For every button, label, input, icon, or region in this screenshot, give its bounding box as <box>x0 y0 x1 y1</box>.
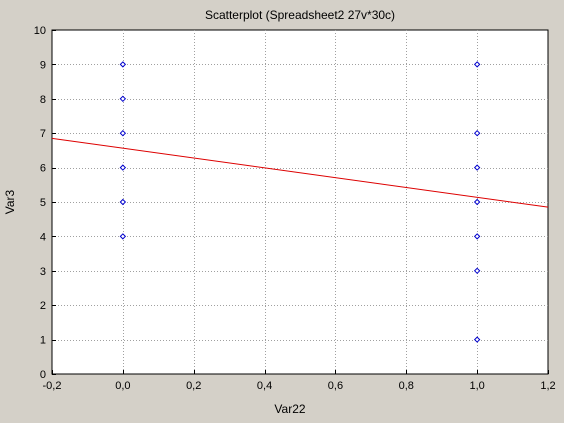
y-tick-label: 7 <box>40 128 46 140</box>
x-tick-label: -0,2 <box>43 380 62 392</box>
x-tick-label: 0,2 <box>186 380 201 392</box>
data-point <box>119 61 127 68</box>
data-point <box>473 129 481 137</box>
fit-line <box>51 137 549 208</box>
x-axis-title: Var22 <box>274 402 305 416</box>
plot-area <box>51 29 549 375</box>
y-tick-label: 9 <box>40 59 46 71</box>
y-tick-label: 10 <box>34 25 46 37</box>
data-point <box>473 198 481 206</box>
y-tick-label: 5 <box>40 197 46 209</box>
x-tick-label: 0,0 <box>115 380 130 392</box>
y-tick-label: 2 <box>40 300 46 312</box>
data-point <box>473 336 481 343</box>
data-point <box>473 164 481 171</box>
tick-layer: -0,2 0,0 0,2 0,4 0,6 0,8 1,0 1,2 0 1 2 3 4 5 6 7 8 9 10 <box>34 25 556 392</box>
y-tick-label: 8 <box>40 94 46 106</box>
y-tick-label: 0 <box>40 369 46 381</box>
data-point <box>473 61 481 68</box>
data-point <box>473 233 481 240</box>
point-layer <box>119 61 481 343</box>
x-tick-label: 1,0 <box>469 380 484 392</box>
data-point <box>473 267 481 275</box>
data-point <box>119 95 127 103</box>
data-point <box>119 129 127 137</box>
y-tick-label: 6 <box>40 163 46 175</box>
x-tick-label: 0,6 <box>328 380 343 392</box>
y-tick-label: 3 <box>40 266 46 278</box>
y-tick-label: 1 <box>40 335 46 347</box>
chart-title: Scatterplot (Spreadsheet2 27v*30c) <box>205 8 395 22</box>
data-point <box>119 198 127 206</box>
x-tick-label: 0,4 <box>257 380 272 392</box>
x-tick-label: 0,8 <box>399 380 414 392</box>
x-tick-label: 1,2 <box>540 380 555 392</box>
data-point <box>119 164 127 171</box>
fit-line-layer <box>51 137 549 208</box>
y-axis-title: Var3 <box>3 189 17 214</box>
y-tick-label: 4 <box>40 231 46 243</box>
data-point <box>119 233 127 240</box>
